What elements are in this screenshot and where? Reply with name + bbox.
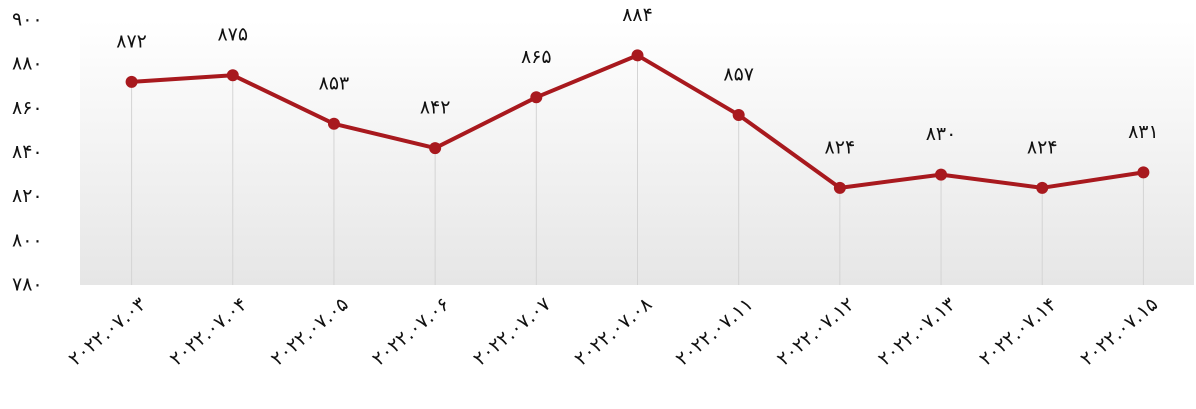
- x-tick-label: ۲۰۲۲.۰۷.۰۶: [368, 293, 454, 370]
- data-label: ۸۳۱: [1128, 121, 1159, 143]
- x-tick-label: ۲۰۲۲.۰۷.۱۱: [671, 293, 757, 370]
- x-tick-label: ۲۰۲۲.۰۷.۱۴: [975, 293, 1061, 370]
- y-tick-label: ۷۸۰: [12, 274, 43, 296]
- data-label: ۸۷۵: [217, 24, 248, 46]
- point: [631, 49, 644, 62]
- data-label: ۸۵۷: [723, 63, 754, 85]
- data-label: ۸۴۲: [420, 97, 451, 119]
- point: [327, 117, 340, 130]
- x-tick-label: ۲۰۲۲.۰۷.۰۷: [469, 293, 555, 370]
- data-label: ۸۳۰: [926, 123, 957, 145]
- data-label: ۸۶۵: [521, 46, 552, 68]
- data-label: ۸۲۴: [825, 136, 856, 158]
- data-label: ۸۷۲: [116, 30, 147, 52]
- x-tick-label: ۲۰۲۲.۰۷.۰۳: [64, 293, 150, 370]
- point: [833, 181, 846, 194]
- point: [226, 69, 239, 82]
- x-tick-label: ۲۰۲۲.۰۷.۱۵: [1076, 293, 1162, 370]
- y-tick-label: ۸۰۰: [12, 229, 43, 251]
- data-label: ۸۵۳: [319, 72, 350, 94]
- y-tick-label: ۸۶۰: [12, 97, 43, 119]
- point: [530, 91, 543, 104]
- point: [1036, 181, 1049, 194]
- x-tick-label: ۲۰۲۲.۰۷.۰۸: [570, 293, 656, 370]
- x-tick-label: ۲۰۲۲.۰۷.۰۵: [267, 293, 353, 370]
- point: [429, 142, 442, 155]
- y-tick-label: ۸۲۰: [12, 185, 43, 207]
- y-tick-label: ۹۰۰: [12, 9, 43, 31]
- x-tick-label: ۲۰۲۲.۰۷.۱۳: [874, 293, 960, 370]
- x-tick-label: ۲۰۲۲.۰۷.۰۴: [166, 293, 252, 370]
- point: [1137, 166, 1150, 179]
- point: [732, 108, 745, 121]
- y-tick-label: ۸۸۰: [12, 53, 43, 75]
- y-tick-label: ۸۴۰: [12, 141, 43, 163]
- point: [935, 168, 948, 181]
- x-tick-label: ۲۰۲۲.۰۷.۱۲: [773, 293, 859, 370]
- data-label: ۸۸۴: [622, 4, 653, 26]
- data-label: ۸۲۴: [1027, 136, 1058, 158]
- point: [125, 75, 138, 88]
